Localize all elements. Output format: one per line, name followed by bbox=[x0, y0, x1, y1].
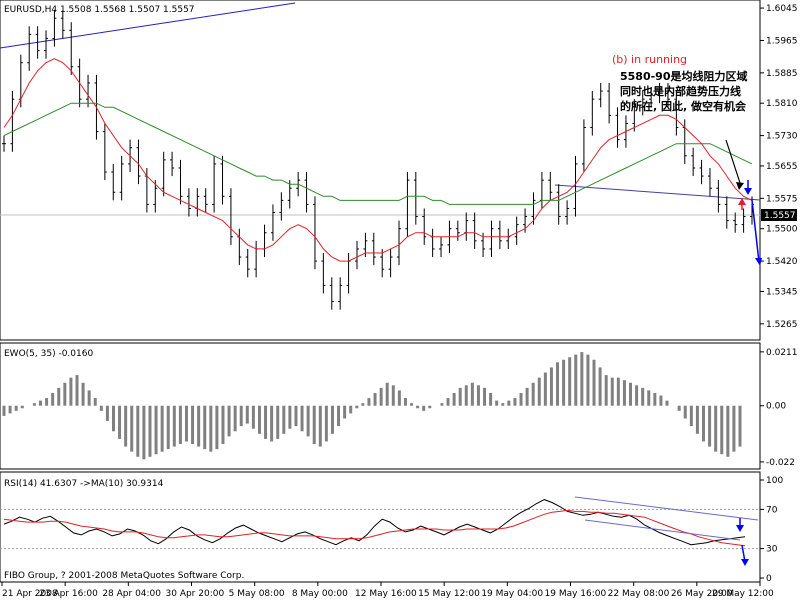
rsi-lines bbox=[0, 499, 760, 550]
rsi-tick-label: 0 bbox=[766, 574, 772, 584]
x-tick-label: 12 May 16:00 bbox=[355, 589, 417, 599]
price-header: EURUSD,H4 1.5508 1.5568 1.5507 1.5557 bbox=[4, 5, 195, 15]
annotation-line-2: 同时也是内部趋势压力线 bbox=[620, 84, 741, 98]
x-tick-label: 23 Apr 16:00 bbox=[39, 589, 98, 599]
annotation-line-1: 5580-90是均线阻力区域 bbox=[620, 69, 748, 83]
price-tick-label: 1.5655 bbox=[766, 162, 798, 172]
price-tick-label: 1.6045 bbox=[766, 4, 798, 14]
footer-text: FIBO Group, ? 2001-2008 MetaQuotes Softw… bbox=[4, 571, 244, 581]
x-tick-label: 8 May 00:00 bbox=[292, 589, 348, 599]
x-tick-label: 30 Apr 20:00 bbox=[166, 589, 225, 599]
price-tick-label: 1.5730 bbox=[766, 132, 798, 142]
current-price-box bbox=[761, 209, 797, 221]
rsi-tick-label: 70 bbox=[766, 505, 778, 515]
rsi-lower-trend bbox=[584, 519, 741, 541]
x-tick-label: 28 Apr 04:00 bbox=[102, 589, 161, 599]
ewo-tick-label: -0.022 bbox=[766, 458, 795, 468]
ewo-header: EWO(5, 35) -0.0160 bbox=[4, 349, 93, 359]
price-tick-label: 1.5810 bbox=[766, 99, 798, 109]
moving-average-line bbox=[3, 102, 753, 205]
x-tick-label: 22 May 08:00 bbox=[608, 589, 670, 599]
ewo-tick-label: 0.0211 bbox=[766, 348, 798, 358]
x-tick-label: 19 May 04:00 bbox=[481, 589, 543, 599]
ewo-y-ticks: 0.0211 0.00 -0.022 bbox=[760, 348, 798, 468]
x-tick-label: 21 Apr 2008 bbox=[2, 589, 58, 599]
rsi-header: RSI(14) 41.6307 ->MA(10) 30.9314 bbox=[4, 479, 164, 489]
price-tick-label: 1.5885 bbox=[766, 69, 798, 79]
price-tick-label: 1.5575 bbox=[766, 194, 798, 204]
annotation-in-running: (b) in running bbox=[612, 53, 687, 66]
price-tick-label: 1.5345 bbox=[766, 287, 798, 297]
upper-trend-line bbox=[0, 2, 296, 49]
current-price-label: 1.5557 bbox=[764, 211, 796, 221]
ewo-tick-label: 0.00 bbox=[766, 402, 786, 412]
rsi-y-ticks: 100 70 30 0 bbox=[760, 476, 783, 584]
price-tick-label: 1.5500 bbox=[766, 225, 798, 235]
moving-average-line bbox=[3, 58, 753, 262]
price-panel-frame bbox=[0, 0, 761, 341]
x-tick-label: 19 May 16:00 bbox=[545, 589, 607, 599]
x-tick-label: 15 May 12:00 bbox=[418, 589, 480, 599]
price-tick-label: 1.5420 bbox=[766, 257, 798, 267]
resistance-trend-line bbox=[554, 184, 761, 201]
x-tick-label: 29 May 12:00 bbox=[712, 589, 774, 599]
rsi-tick-label: 100 bbox=[766, 476, 783, 486]
price-y-ticks: 1.6045 1.5965 1.5885 1.5810 1.5730 1.5655 1.55… bbox=[760, 4, 798, 330]
arrow-annotations bbox=[725, 139, 762, 266]
rsi-line bbox=[3, 499, 746, 546]
rsi-line bbox=[3, 509, 746, 547]
x-tick-label: 5 May 08:00 bbox=[229, 589, 285, 599]
price-tick-label: 1.5965 bbox=[766, 36, 798, 46]
rsi-tick-label: 30 bbox=[766, 545, 778, 555]
x-tick-label: 26 May 20:00 bbox=[671, 589, 733, 599]
rsi-upper-trend bbox=[574, 496, 759, 521]
annotation-line-3: 的所在, 因此, 做空有机会 bbox=[620, 99, 747, 113]
rsi-panel-frame bbox=[0, 471, 761, 583]
price-moving-averages bbox=[3, 58, 753, 262]
rsi-arrows bbox=[736, 518, 749, 566]
ewo-histogram bbox=[2, 352, 742, 460]
price-tick-label: 1.5265 bbox=[766, 320, 798, 330]
